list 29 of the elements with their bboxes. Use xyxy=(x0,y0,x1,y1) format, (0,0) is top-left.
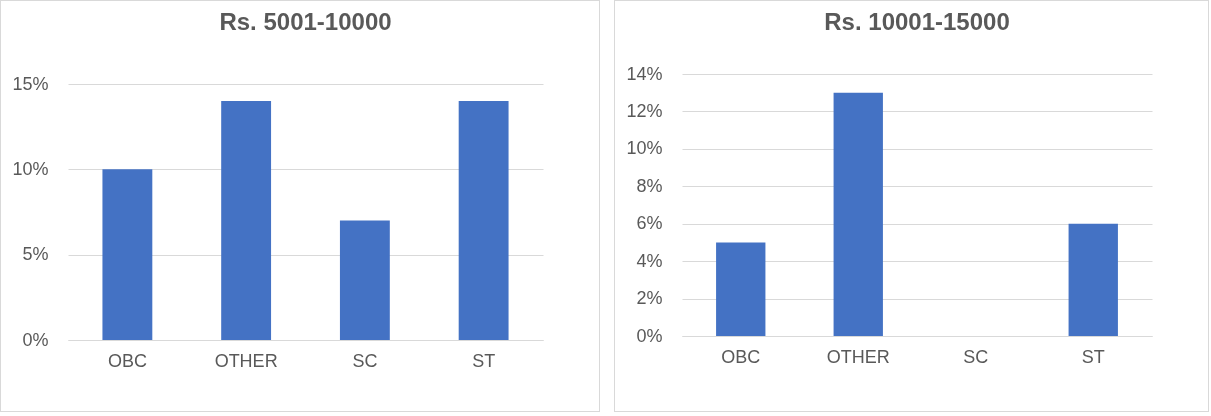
y-tick-label: 12% xyxy=(626,100,663,121)
x-tick-label: SC xyxy=(963,346,989,367)
bar xyxy=(1068,223,1118,336)
x-tick-label: OBC xyxy=(721,346,761,367)
y-tick-label: 10% xyxy=(626,138,663,159)
x-tick-label: OTHER xyxy=(214,350,278,371)
chart-title: Rs. 10001-15000 xyxy=(824,8,1010,35)
y-tick-label: 15% xyxy=(12,73,49,94)
y-tick-label: 8% xyxy=(636,175,663,196)
bar xyxy=(102,169,153,340)
x-tick-label: OTHER xyxy=(826,346,890,367)
y-tick-label: 0% xyxy=(636,325,663,346)
y-tick-label: 4% xyxy=(636,250,663,271)
y-tick-label: 14% xyxy=(626,63,663,84)
x-tick-label: ST xyxy=(472,350,496,371)
bar xyxy=(716,242,766,336)
y-tick-label: 0% xyxy=(22,329,49,350)
bar xyxy=(458,101,509,340)
bar xyxy=(833,92,883,336)
bar xyxy=(339,220,390,340)
x-tick-label: OBC xyxy=(107,350,147,371)
bar xyxy=(221,101,272,340)
y-tick-label: 5% xyxy=(22,244,49,265)
y-tick-label: 2% xyxy=(636,288,663,309)
x-tick-label: ST xyxy=(1081,346,1105,367)
y-tick-label: 6% xyxy=(636,213,663,234)
chart-title: Rs. 5001-10000 xyxy=(219,8,392,35)
x-tick-label: SC xyxy=(352,350,378,371)
y-tick-label: 10% xyxy=(12,158,49,179)
